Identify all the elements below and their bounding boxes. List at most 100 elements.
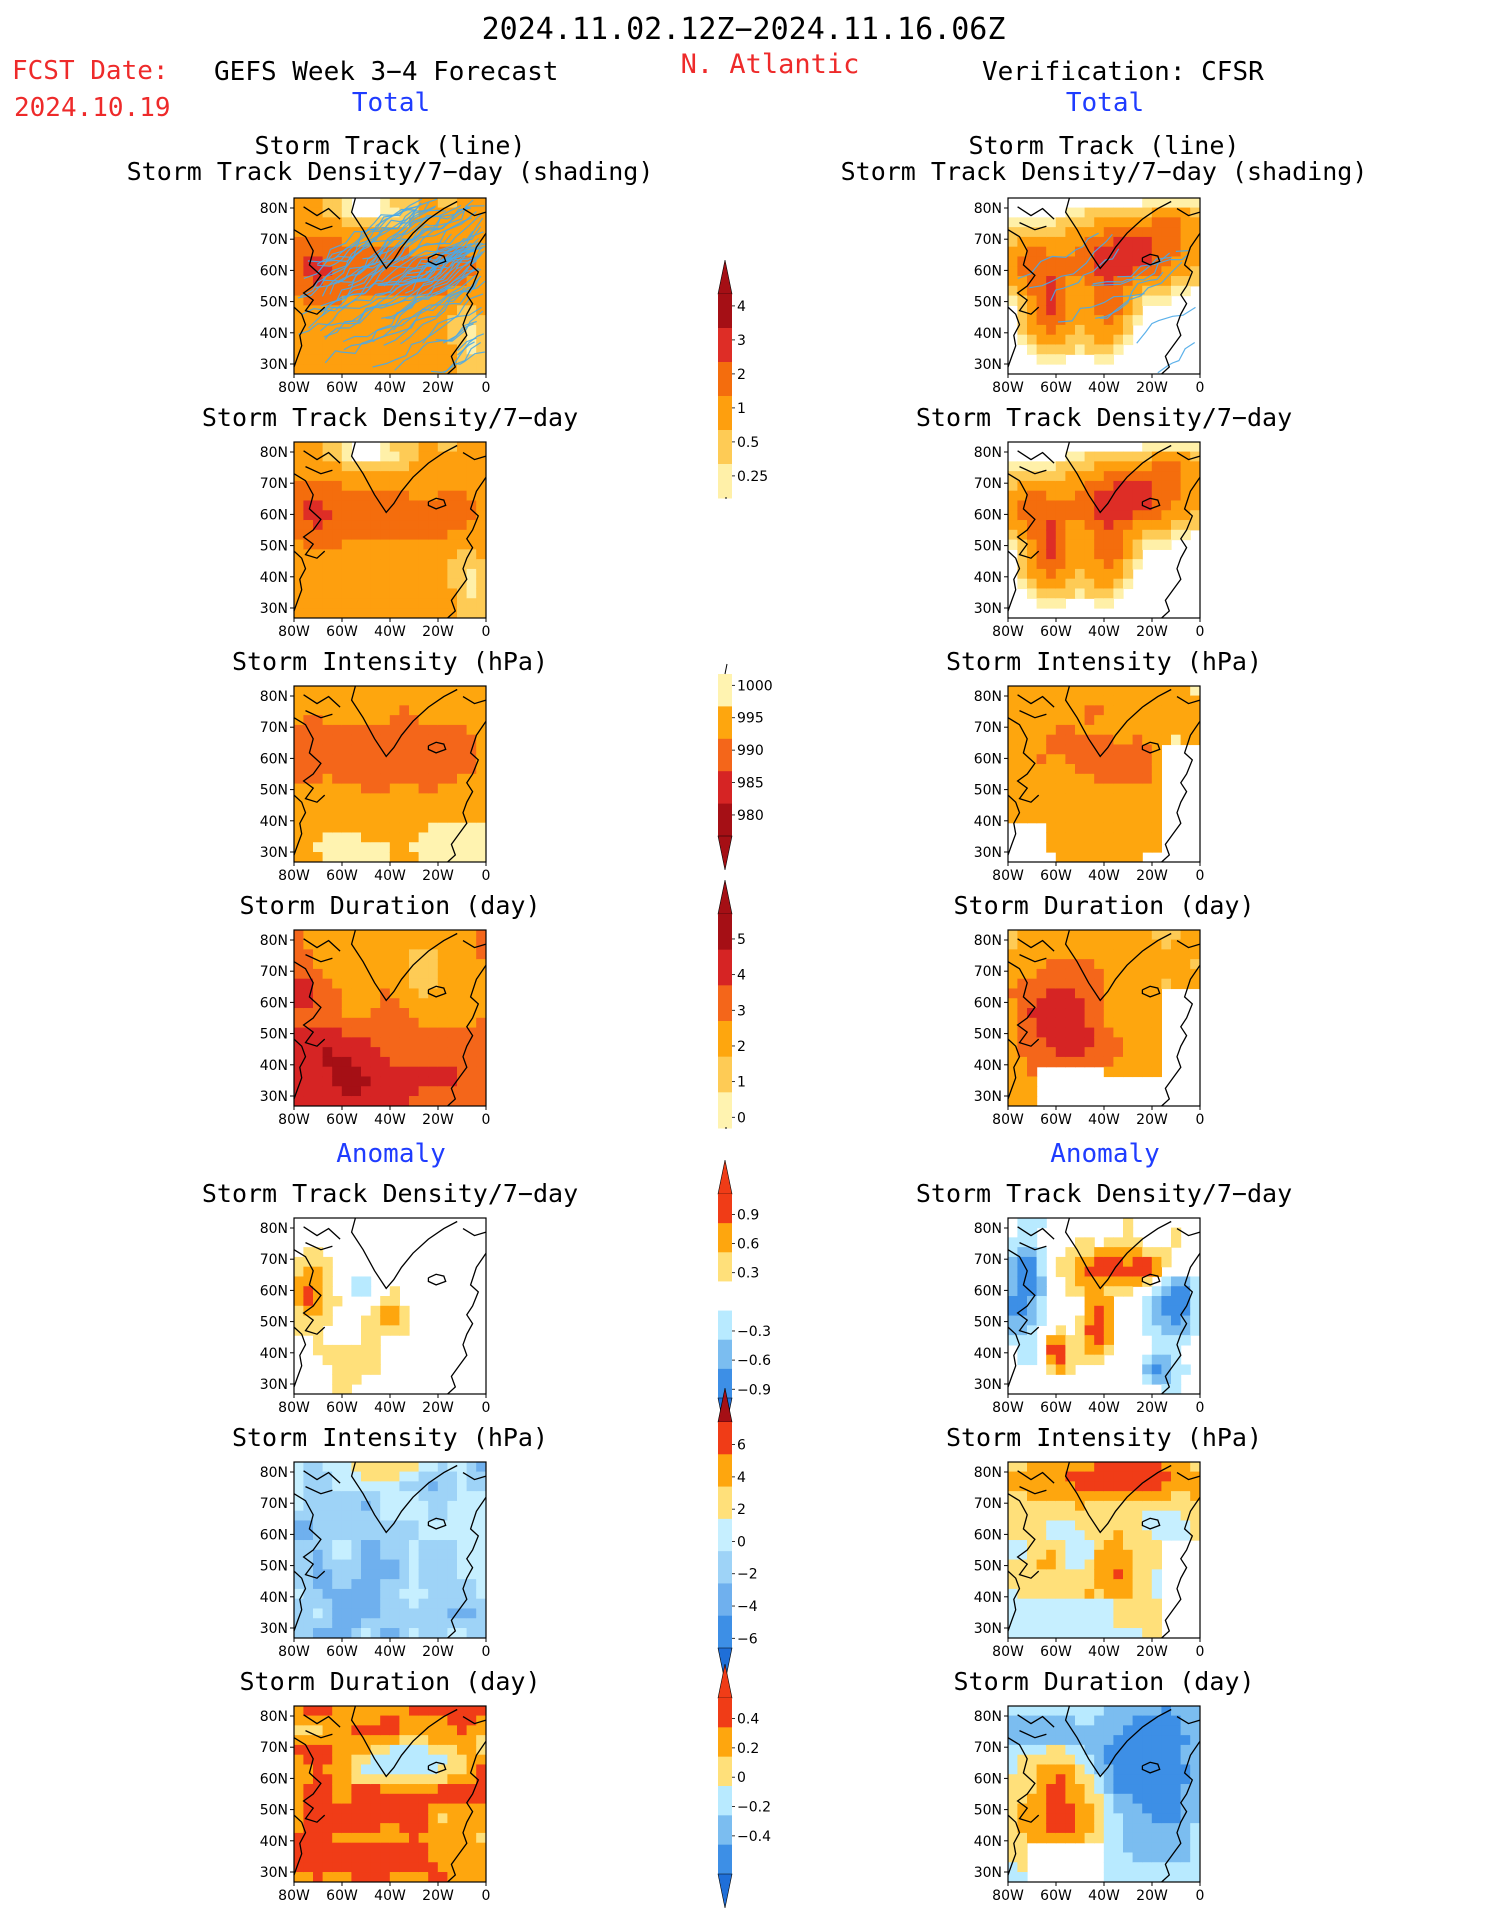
lat-label: 50N (260, 1803, 288, 1819)
lat-label: 60N (974, 995, 1002, 1011)
lon-label: 20W (1136, 1400, 1168, 1416)
lat-label: 40N (974, 326, 1002, 342)
panel-title: Storm Intensity (hPa) (945, 647, 1263, 676)
lon-label: 80W (992, 1888, 1024, 1904)
lon-label: 0 (482, 1644, 491, 1660)
lon-label: 60W (1040, 1888, 1072, 1904)
lon-label: 60W (326, 868, 358, 884)
panel-title: Storm Duration (day) (953, 1667, 1255, 1696)
lon-label: 40W (374, 1888, 406, 1904)
map-vf-track: 80N 70N 60N 50N 40N 30N 80W 60W 40W 20W 0 (974, 197, 1204, 396)
lon-label: 0 (482, 868, 491, 884)
fcst-date-value: 2024.10.19 (14, 93, 171, 123)
lat-label: 80N (974, 933, 1002, 949)
lat-label: 50N (974, 1315, 1002, 1331)
lat-label: 70N (974, 964, 1002, 980)
panel-title: Storm Duration (day) (239, 1667, 541, 1696)
colorbar-swatch (718, 328, 732, 363)
lat-label: 30N (260, 357, 288, 373)
fcst-date-label: FCST Date: (12, 56, 169, 86)
panel-title: Storm Intensity (hPa) (231, 647, 549, 676)
map-fc-intensity: 80N 70N 60N 50N 40N 30N 80W 60W 40W 20W 0 (260, 685, 491, 884)
lon-label: 40W (374, 868, 406, 884)
shading (1007, 685, 1201, 863)
lat-label: 80N (260, 933, 288, 949)
lon-label: 40W (1088, 1112, 1120, 1128)
map-fc-duration: 80N 70N 60N 50N 40N 30N 80W 60W 40W 20W 0 (260, 929, 490, 1128)
lat-label: 80N (974, 689, 1002, 705)
verification-total-label: Total (1065, 88, 1145, 118)
coastlines (1007, 685, 1201, 863)
lon-label: 60W (1040, 624, 1072, 640)
lon-label: 0 (1196, 1888, 1205, 1904)
lon-label: 80W (278, 868, 310, 884)
panel-title: Storm Duration (day) (953, 891, 1255, 920)
lat-label: 60N (260, 263, 288, 279)
colorbar-label: 0.25 (737, 469, 768, 485)
lat-label: 80N (260, 201, 288, 217)
panel-title: Storm Track Density/7−day (915, 1179, 1293, 1208)
colorbar-label: 2 (737, 367, 746, 383)
lat-label: 70N (260, 1740, 288, 1756)
lat-label: 40N (260, 1058, 288, 1074)
verification-title: Verification: CFSR (982, 57, 1264, 87)
lat-label: 80N (974, 1221, 1002, 1237)
panel-title: Storm Track (line) (254, 131, 526, 160)
lat-label: 40N (260, 814, 288, 830)
lon-label: 0 (482, 1888, 491, 1904)
panel-title: Storm Track Density/7−day (915, 403, 1293, 432)
colorbar-label: 0.6 (737, 1237, 759, 1253)
colorbar-label: 2 (737, 1039, 746, 1055)
lat-label: 40N (260, 1346, 288, 1362)
lon-label: 80W (992, 1644, 1024, 1660)
lat-label: 70N (260, 232, 288, 248)
lat-label: 50N (974, 1027, 1002, 1043)
lat-label: 80N (974, 201, 1002, 217)
colorbar-swatch (718, 1551, 732, 1584)
lat-label: 80N (260, 1465, 288, 1481)
lon-label: 20W (1136, 1888, 1168, 1904)
lat-label: 30N (260, 845, 288, 861)
lat-label: 70N (974, 1740, 1002, 1756)
panel-title: Storm Track (line) (968, 131, 1240, 160)
colorbar-swatch (718, 1518, 732, 1552)
colorbar-swatch (718, 1339, 732, 1370)
colorbar-label: 4 (737, 1470, 746, 1486)
panel-title: Storm Intensity (hPa) (231, 1423, 549, 1452)
lat-label: 80N (260, 1709, 288, 1725)
coastlines (293, 441, 487, 619)
lon-label: 80W (992, 1112, 1024, 1128)
lat-label: 40N (260, 1834, 288, 1850)
lat-label: 70N (974, 1252, 1002, 1268)
colorbar-label: −4 (737, 1599, 758, 1615)
lat-label: 80N (974, 445, 1002, 461)
lat-label: 40N (260, 1590, 288, 1606)
lat-label: 60N (260, 1283, 288, 1299)
colorbar-top-arrow (717, 1663, 733, 1699)
storm-tracks (297, 198, 487, 374)
lon-label: 40W (374, 624, 406, 640)
shading (293, 1705, 487, 1883)
region-label: N. Atlantic (680, 49, 860, 80)
lon-label: 20W (1136, 1112, 1168, 1128)
coastlines (293, 197, 487, 375)
lat-label: 60N (260, 995, 288, 1011)
lon-label: 60W (1040, 380, 1072, 396)
colorbar-swatch (718, 803, 732, 837)
colorbar-label: 5 (737, 932, 746, 948)
colorbar-label: 0.9 (737, 1207, 759, 1223)
colorbar-swatch (718, 1583, 732, 1617)
lat-label: 70N (260, 476, 288, 492)
colorbar-swatch (718, 1368, 732, 1399)
lon-label: 20W (1136, 868, 1168, 884)
colorbar-swatch (718, 985, 732, 1022)
lon-label: 20W (1136, 380, 1168, 396)
lon-label: 80W (992, 624, 1024, 640)
lon-label: 20W (422, 624, 454, 640)
forecast-total-label: Total (351, 88, 431, 118)
colorbar-intensity: 1000 995 990 985 980 (717, 663, 773, 871)
colorbar-swatch (718, 771, 732, 805)
lon-label: 20W (422, 1112, 454, 1128)
lat-label: 30N (260, 1377, 288, 1393)
colorbar-swatch (718, 949, 732, 986)
